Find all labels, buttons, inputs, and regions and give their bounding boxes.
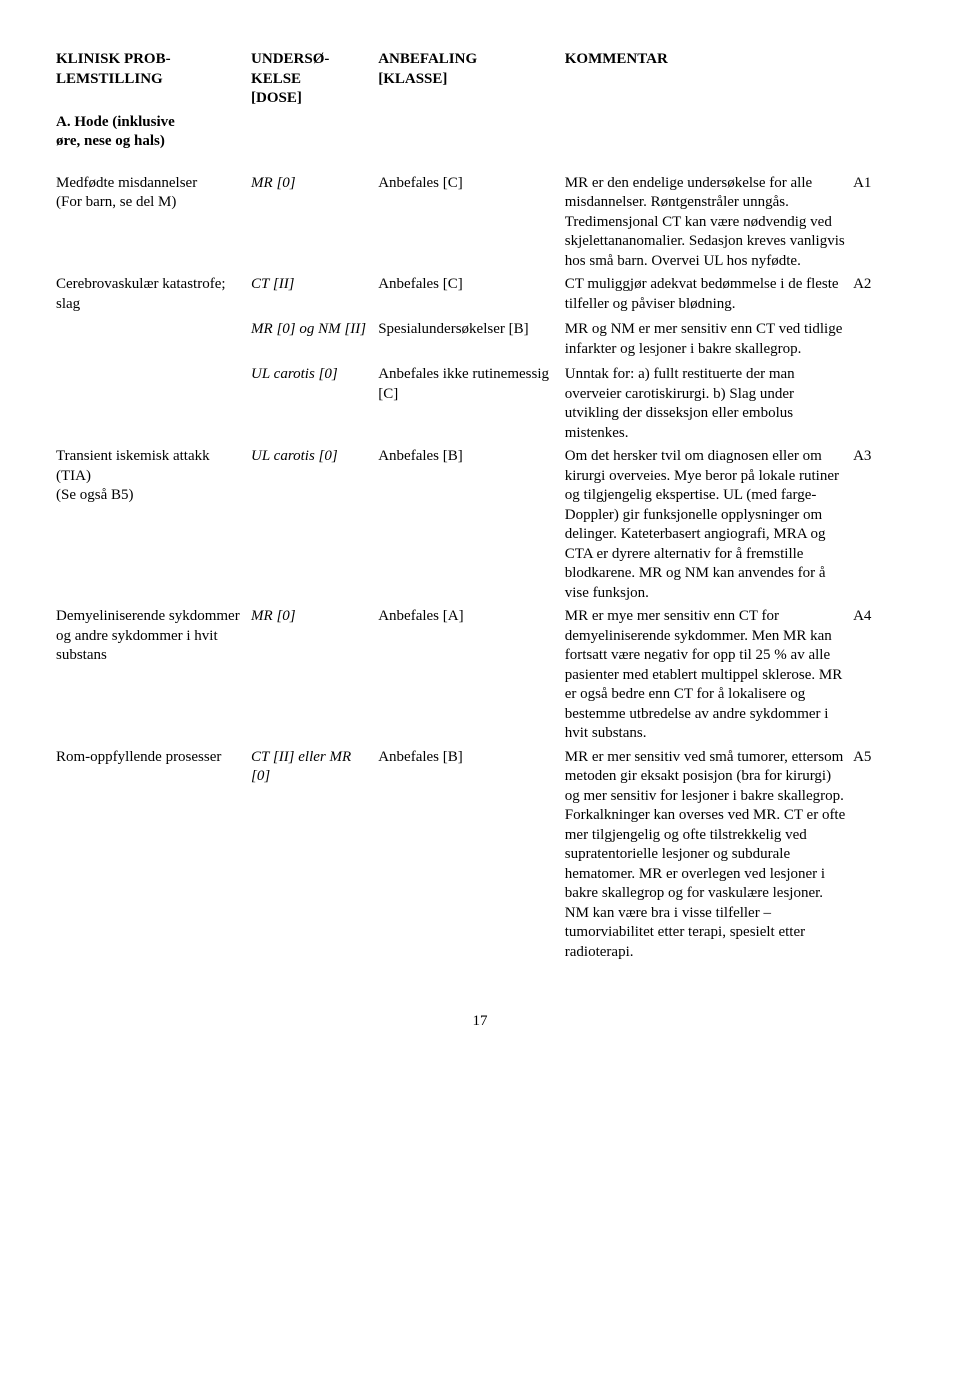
comment-cell: Unntak for: a) fullt restituerte der man… xyxy=(565,361,853,445)
section-heading: A. Hode (inklusive øre, nese og hals) xyxy=(56,111,251,154)
rec-cell: Anbefales ikke rutinemessig [C] xyxy=(378,361,565,445)
rec-cell: Anbefales [C] xyxy=(378,273,565,316)
header-rec-line2: [KLASSE] xyxy=(378,71,447,87)
code-cell: A1 xyxy=(853,172,904,274)
code-cell: A3 xyxy=(853,445,904,605)
header-exam-line2: KELSE xyxy=(251,71,301,87)
comment-cell: Om det hersker tvil om diagnosen eller o… xyxy=(565,445,853,605)
section-row: A. Hode (inklusive øre, nese og hals) xyxy=(56,111,904,154)
exam-cell: CT [II] xyxy=(251,273,378,316)
exam-cell: CT [II] eller MR [0] xyxy=(251,746,378,965)
problem-cell: Cerebrovaskulær katastrofe; slag xyxy=(56,273,251,445)
header-row: KLINISK PROB- LEMSTILLING UNDERSØ- KELSE… xyxy=(56,48,904,111)
table-row: Rom-oppfyllende prosesser CT [II] eller … xyxy=(56,746,904,965)
rec-cell: Anbefales [B] xyxy=(378,746,565,965)
comment-cell: MR er den endelige undersøkelse for alle… xyxy=(565,172,853,274)
spacer xyxy=(56,154,904,172)
table-row: Medfødte misdannelser (For barn, se del … xyxy=(56,172,904,274)
exam-cell: UL carotis [0] xyxy=(251,361,378,445)
header-exam-line3: [DOSE] xyxy=(251,90,302,106)
header-rec-line1: ANBEFALING xyxy=(378,51,477,67)
problem-cell: Demyeliniserende sykdommer og andre sykd… xyxy=(56,605,251,746)
section-a-line1: A. Hode (inklusive xyxy=(56,114,175,130)
header-problem: KLINISK PROB- LEMSTILLING xyxy=(56,48,251,111)
section-a-line2: øre, nese og hals) xyxy=(56,133,165,149)
exam-cell: UL carotis [0] xyxy=(251,445,378,605)
guidelines-table: KLINISK PROB- LEMSTILLING UNDERSØ- KELSE… xyxy=(56,48,904,964)
comment-cell: MR er mer sensitiv ved små tumorer, ette… xyxy=(565,746,853,965)
table-row: Demyeliniserende sykdommer og andre sykd… xyxy=(56,605,904,746)
rec-cell: Anbefales [B] xyxy=(378,445,565,605)
rec-cell: Anbefales [A] xyxy=(378,605,565,746)
code-cell: A4 xyxy=(853,605,904,746)
comment-cell: MR og NM er mer sensitiv enn CT ved tidl… xyxy=(565,316,853,361)
rec-cell: Spesialundersøkelser [B] xyxy=(378,316,565,361)
problem-cell: Transient iskemisk attakk (TIA) (Se også… xyxy=(56,445,251,605)
header-problem-line2: LEMSTILLING xyxy=(56,71,163,87)
header-code xyxy=(853,48,904,111)
exam-cell: MR [0] xyxy=(251,172,378,274)
page-number: 17 xyxy=(56,1012,904,1032)
table-row: Cerebrovaskulær katastrofe; slag CT [II]… xyxy=(56,273,904,316)
exam-cell: MR [0] xyxy=(251,605,378,746)
header-rec: ANBEFALING [KLASSE] xyxy=(378,48,565,111)
comment-cell: CT muliggjør adekvat bedømmelse i de fle… xyxy=(565,273,853,316)
code-cell: A5 xyxy=(853,746,904,965)
header-exam-line1: UNDERSØ- xyxy=(251,51,329,67)
header-exam: UNDERSØ- KELSE [DOSE] xyxy=(251,48,378,111)
rec-cell: Anbefales [C] xyxy=(378,172,565,274)
problem-cell: Rom-oppfyllende prosesser xyxy=(56,746,251,965)
problem-cell: Medfødte misdannelser (For barn, se del … xyxy=(56,172,251,274)
header-problem-line1: KLINISK PROB- xyxy=(56,51,171,67)
table-row: Transient iskemisk attakk (TIA) (Se også… xyxy=(56,445,904,605)
code-cell: A2 xyxy=(853,273,904,316)
header-comment: KOMMENTAR xyxy=(565,48,853,111)
comment-cell: MR er mye mer sensitiv enn CT for demyel… xyxy=(565,605,853,746)
exam-cell: MR [0] og NM [II] xyxy=(251,316,378,361)
